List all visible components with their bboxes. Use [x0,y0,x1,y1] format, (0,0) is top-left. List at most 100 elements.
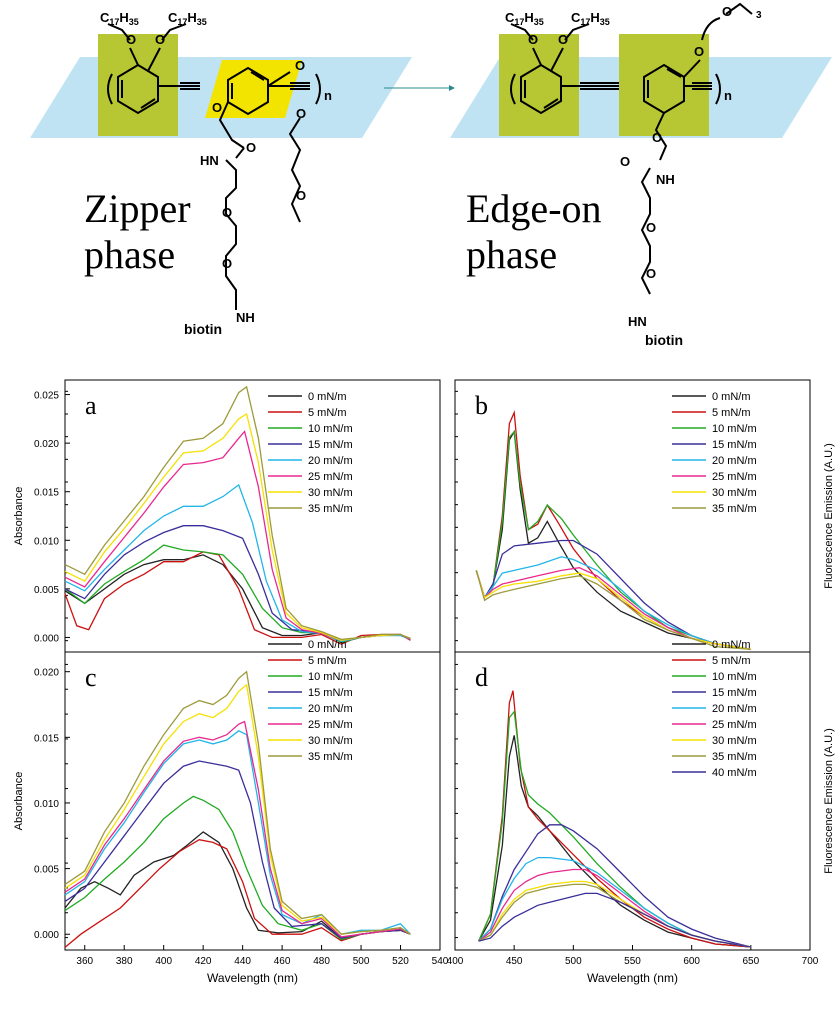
y-tick-label-a: 0.010 [34,536,59,547]
legend-label-c: 15 mN/m [308,687,353,699]
x-tick-label-c: 500 [353,956,370,967]
y-axis-label-a: Absorbance [13,487,25,546]
alkyl-label-4: C17H35 [571,10,610,27]
y-axis-label-b: Fluorescence Emission (A.U.) [823,443,835,589]
x-tick-label-c: 440 [234,956,251,967]
plot-frame-a [64,379,441,653]
y-tick-label-c: 0.000 [34,930,59,941]
nh-label: NH [236,310,255,325]
n-subscript: n [724,88,732,103]
legend-label-d: 0 mN/m [712,639,751,651]
o-label: O [620,154,630,169]
legend-label-d: 30 mN/m [712,735,757,747]
series-line-d [478,824,751,948]
legend-label-b: 0 mN/m [712,391,751,403]
panel-label-c: c [85,663,97,692]
series-line-c [64,670,411,935]
series-line-b [475,570,751,650]
series-line-c [64,683,411,935]
y-tick-label-a: 0.025 [34,391,59,402]
legend-label-d: 5 mN/m [712,655,751,667]
nh-label: HN [200,153,219,168]
legend-label-c: 20 mN/m [308,703,353,715]
legend-label-a: 35 mN/m [308,503,353,515]
series-line-c [64,720,411,938]
series-line-c [64,795,411,941]
biotin-label-right: biotin [645,332,683,348]
x-tick-label-c: 380 [116,956,133,967]
o-label: O [646,266,656,281]
legend-label-b: 15 mN/m [712,439,757,451]
plot-frame-b [454,379,811,653]
spectra-charts: 0.000 0.005 0.010 0.015 0.020 0.025 Absorbance… [13,379,835,985]
legend-label-c: 0 mN/m [308,639,347,651]
alkyl-label-2: C17H35 [168,10,207,27]
x-tick-label-c: 520 [392,956,409,967]
y-axis-label-c: Absorbance [13,772,25,831]
y-tick-label-a: 0.005 [34,585,59,596]
legend-label-b: 35 mN/m [712,503,757,515]
legend-label-c: 10 mN/m [308,671,353,683]
alkyl-label-1: C17H35 [100,10,139,27]
series-line-c [64,831,411,939]
x-tick-label-c: 420 [195,956,212,967]
o-label: O [652,130,662,145]
zipper-phase-line1: Zipper [84,186,191,231]
o-label: O [126,32,136,47]
o-label: O [646,220,656,235]
series-line-b [475,429,751,650]
sub-three: 3 [756,10,762,21]
legend-label-d: 25 mN/m [712,719,757,731]
series-line-a [64,554,411,643]
y-tick-label-a: 0.000 [34,633,59,644]
x-tick-label-d: 700 [802,956,819,967]
y-axis-label-d: Fluorescence Emission (A.U.) [823,728,835,874]
y-tick-label-a: 0.015 [34,488,59,499]
legend-label-c: 5 mN/m [308,655,347,667]
legend-label-b: 25 mN/m [712,471,757,483]
chemical-scheme: C17H35 C17H35 C17H35 C17H35 O O O O O O … [30,2,832,348]
o-label: O [722,4,732,19]
o-label: O [295,58,305,73]
legend-label-a: 10 mN/m [308,423,353,435]
legend-label-a: 25 mN/m [308,471,353,483]
plot-frame-d [454,651,811,951]
legend-label-b: 5 mN/m [712,407,751,419]
x-tick-label-c: 540 [432,956,449,967]
legend-label-a: 0 mN/m [308,391,347,403]
series-line-a [64,551,411,645]
o-label: O [296,188,306,203]
series-line-b [475,430,751,650]
o-label: O [222,205,232,220]
legend-label-a: 20 mN/m [308,455,353,467]
x-tick-label-d: 550 [624,956,641,967]
panel-label-a: a [85,391,97,420]
legend-label-c: 30 mN/m [308,735,353,747]
x-tick-label-d: 600 [683,956,700,967]
series-line-a [64,544,411,643]
x-tick-label-d: 650 [742,956,759,967]
o-label: O [222,256,232,271]
o-label: O [296,106,306,121]
x-tick-label-d: 400 [447,956,464,967]
nh-label: NH [656,172,675,187]
legend-label-d: 15 mN/m [712,687,757,699]
x-axis-label-d: Wavelength (nm) [587,971,678,985]
legend-label-d: 10 mN/m [712,671,757,683]
o-label: O [694,44,704,59]
zipper-phase-line2: phase [84,232,175,277]
x-tick-label-c: 480 [313,956,330,967]
n-subscript: n [324,88,332,103]
series-line-a [64,483,411,642]
legend-label-a: 5 mN/m [308,407,347,419]
x-tick-label-c: 400 [155,956,172,967]
edge-on-phase-line2: phase [466,232,557,277]
series-line-b [475,567,751,650]
legend-label-d: 35 mN/m [712,751,757,763]
arrowhead [449,85,455,91]
legend-label-c: 35 mN/m [308,751,353,763]
legend-label-c: 25 mN/m [308,719,353,731]
series-line-c [64,730,411,935]
o-label: O [246,140,256,155]
biotin-label-left: biotin [184,321,222,337]
